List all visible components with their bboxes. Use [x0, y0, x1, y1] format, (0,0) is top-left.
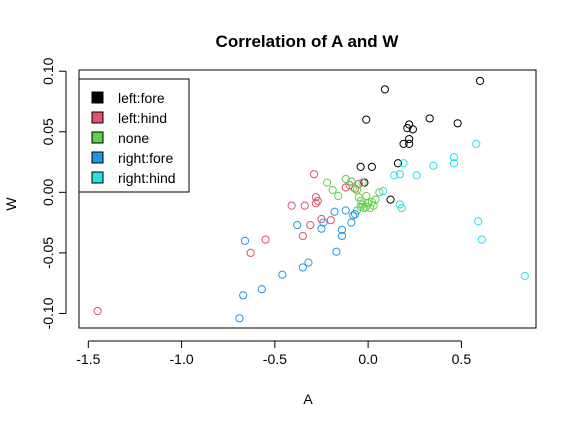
point-left-hind	[350, 184, 360, 193]
point-none	[328, 185, 337, 195]
x-axis: -1.5 -1.0 -0.5 0.0 0.5	[76, 340, 472, 367]
point-right-fore	[293, 220, 302, 230]
y-tick-label: -0.05	[40, 237, 56, 269]
point-left-hind	[313, 196, 322, 205]
x-tick-label: -0.5	[263, 351, 287, 367]
y-axis: -0.10 -0.05 0.00 0.05 0.10	[40, 57, 67, 329]
point-right-fore	[350, 210, 360, 219]
point-right-hind	[399, 159, 408, 168]
legend-swatch	[91, 171, 104, 184]
x-axis-label: A	[303, 391, 313, 407]
legend: left:fore left:hind none right:fore right:hi…	[78, 78, 190, 193]
point-right-fore	[332, 247, 341, 256]
point-right-hind	[395, 170, 404, 179]
point-left-hind	[261, 235, 270, 244]
point-right-hind	[449, 159, 459, 168]
legend-swatch	[91, 131, 104, 144]
point-right-fore	[240, 236, 250, 245]
point-left-fore	[403, 124, 412, 133]
point-left-fore	[405, 139, 414, 148]
point-right-fore	[235, 314, 244, 323]
point-left-hind	[246, 248, 255, 258]
point-right-fore	[278, 270, 287, 279]
point-right-fore	[319, 218, 328, 227]
legend-label: left:hind	[118, 110, 167, 126]
point-right-fore	[317, 224, 326, 233]
point-left-fore	[475, 76, 485, 86]
point-left-hind	[298, 231, 307, 241]
point-left-fore	[453, 119, 462, 128]
point-left-hind	[300, 201, 309, 210]
legend-swatch	[91, 111, 104, 124]
point-right-hind	[472, 139, 481, 148]
point-left-hind	[306, 220, 315, 230]
y-tick-label: 0.00	[40, 179, 56, 206]
point-left-hind	[326, 216, 335, 225]
point-right-hind	[390, 171, 399, 180]
y-tick-label: -0.10	[40, 297, 56, 329]
x-tick-label: -1.5	[76, 351, 100, 367]
point-none	[362, 191, 371, 201]
y-tick-label: 0.10	[40, 57, 56, 84]
point-right-fore	[298, 263, 307, 272]
point-right-fore	[257, 285, 266, 294]
point-right-fore	[347, 218, 356, 227]
point-right-fore	[341, 206, 350, 215]
legend-label: right:hind	[118, 170, 176, 186]
point-right-fore	[337, 231, 347, 241]
point-none	[341, 174, 350, 184]
point-right-fore	[337, 225, 347, 234]
plot-frame	[78, 69, 537, 329]
point-none	[322, 178, 332, 187]
point-none	[375, 188, 384, 197]
x-tick-label: -1.0	[170, 351, 194, 367]
point-none	[369, 201, 378, 210]
point-left-fore	[425, 114, 434, 123]
point-left-fore	[362, 115, 371, 124]
point-left-fore	[393, 159, 403, 168]
y-axis-label: W	[3, 197, 19, 211]
x-tick-label: 0.5	[452, 351, 472, 367]
point-right-hind	[477, 235, 487, 244]
point-left-fore	[405, 134, 414, 144]
point-right-hind	[474, 217, 483, 226]
point-left-fore	[386, 195, 395, 204]
point-none	[347, 177, 356, 186]
legend-swatch	[91, 151, 104, 164]
x-tick-label: 0.0	[358, 351, 378, 367]
point-right-hind	[397, 203, 406, 213]
point-left-fore	[380, 85, 390, 94]
point-none	[358, 178, 367, 187]
point-right-fore	[239, 291, 248, 300]
point-left-hind	[287, 201, 296, 210]
point-right-hind	[520, 271, 529, 281]
point-right-fore	[330, 207, 339, 216]
legend-label: left:fore	[118, 90, 165, 106]
point-none	[364, 199, 373, 208]
point-left-fore	[356, 162, 365, 172]
data-points	[93, 76, 529, 323]
point-left-hind	[311, 199, 320, 208]
point-none	[356, 202, 365, 211]
point-left-fore	[399, 139, 408, 148]
point-left-hind	[309, 170, 319, 179]
point-left-fore	[367, 162, 376, 172]
point-right-hind	[449, 153, 459, 162]
point-none	[352, 185, 362, 195]
legend-label: none	[118, 130, 149, 146]
point-right-fore	[304, 258, 313, 267]
point-right-hind	[429, 161, 438, 170]
y-tick-label: 0.05	[40, 118, 56, 145]
legend-label: right:fore	[118, 150, 173, 166]
point-left-fore	[408, 125, 417, 134]
point-left-hind	[93, 306, 102, 316]
point-right-hind	[412, 171, 421, 180]
chart-title: Correlation of A and W	[216, 32, 400, 51]
legend-swatch	[91, 91, 104, 104]
point-none	[334, 191, 343, 201]
point-right-fore	[349, 211, 358, 220]
point-right-hind	[378, 187, 388, 196]
